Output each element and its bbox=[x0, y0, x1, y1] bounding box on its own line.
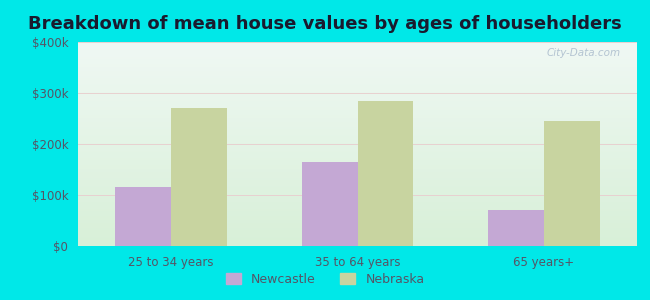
Bar bbox=[115, 187, 171, 246]
Text: Breakdown of mean house values by ages of householders: Breakdown of mean house values by ages o… bbox=[28, 15, 622, 33]
Bar bbox=[488, 210, 544, 246]
Bar bbox=[544, 121, 600, 246]
Legend: Newcastle, Nebraska: Newcastle, Nebraska bbox=[220, 268, 430, 291]
Bar bbox=[358, 100, 413, 246]
Bar bbox=[302, 162, 358, 246]
Text: City-Data.com: City-Data.com bbox=[546, 48, 620, 58]
Bar bbox=[171, 108, 227, 246]
